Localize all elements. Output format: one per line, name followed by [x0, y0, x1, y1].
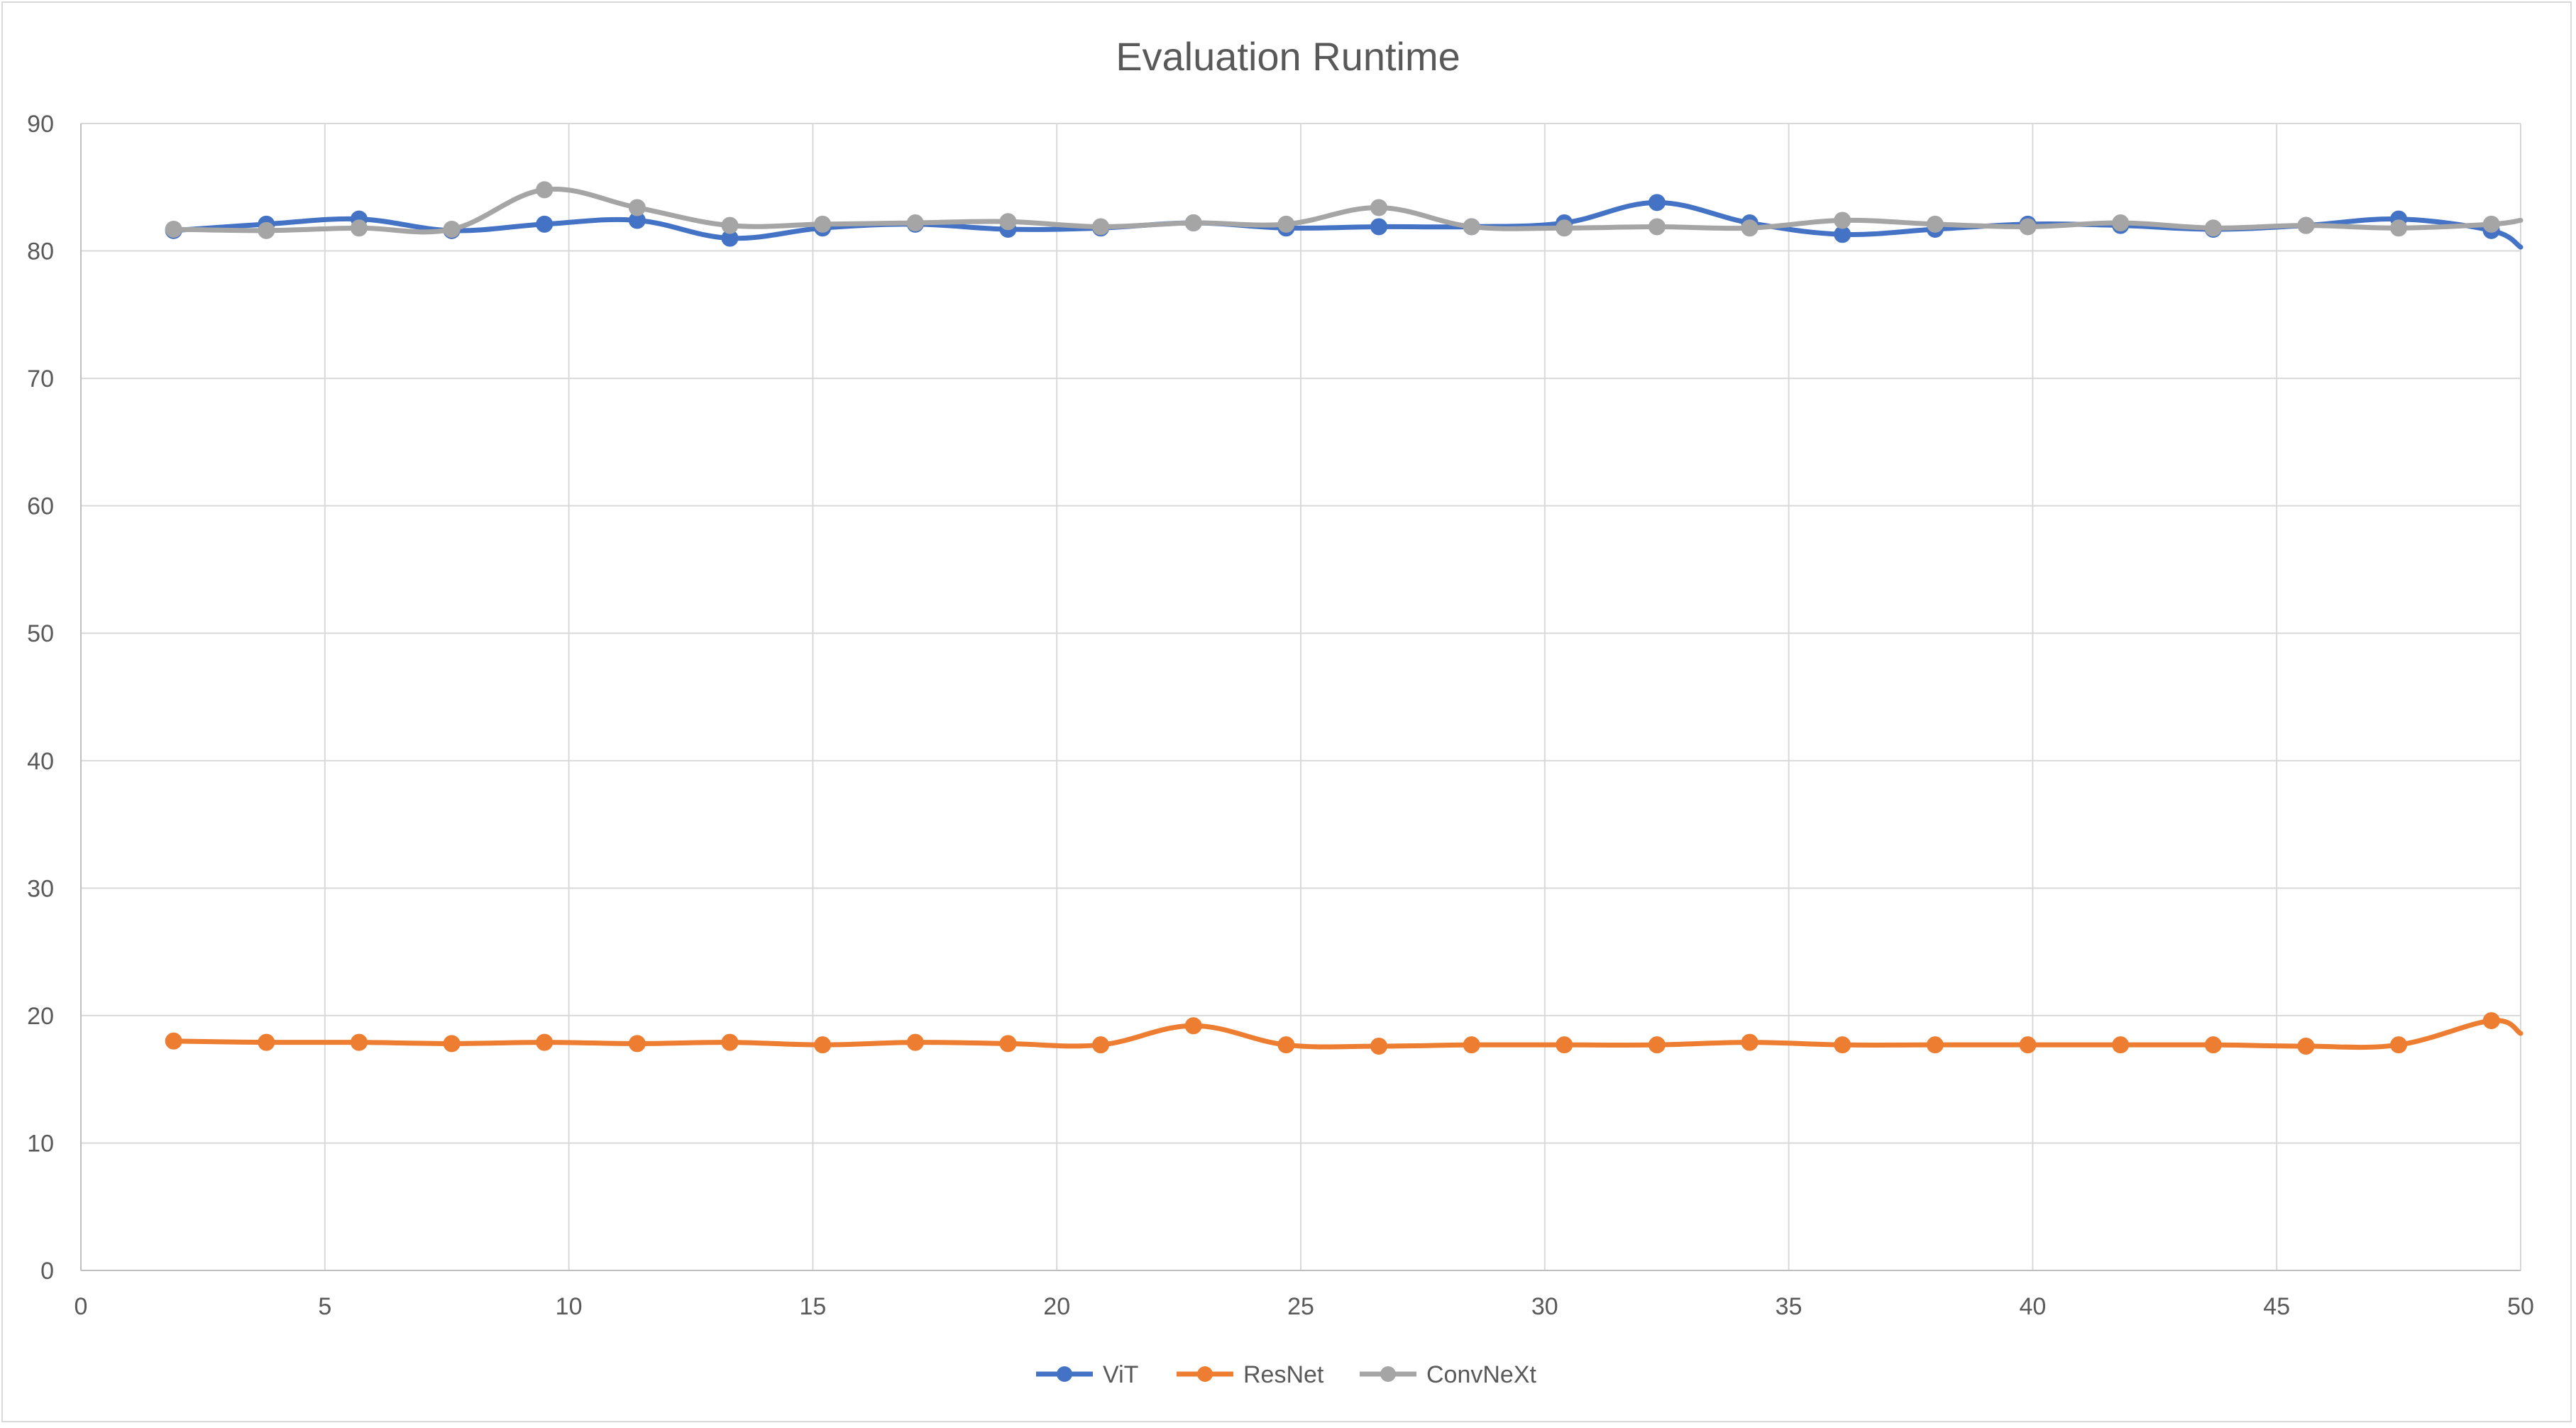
- y-tick-label: 70: [27, 366, 54, 392]
- data-point-resnet: [443, 1035, 461, 1053]
- data-point-convnext: [628, 199, 646, 216]
- y-tick-label: 40: [27, 748, 54, 775]
- data-point-convnext: [1834, 212, 1851, 229]
- data-point-resnet: [2112, 1036, 2130, 1054]
- legend-marker-vit: [1057, 1366, 1072, 1382]
- legend-marker-resnet: [1197, 1366, 1213, 1382]
- legend: ViT ResNet ConvNeXt: [1036, 1361, 1537, 1388]
- data-point-resnet: [2204, 1036, 2222, 1054]
- data-point-convnext: [1741, 219, 1758, 237]
- y-tick-label: 0: [40, 1258, 54, 1285]
- grid-lines: [81, 123, 2521, 1270]
- data-point-convnext: [258, 221, 275, 239]
- data-point-resnet: [1092, 1036, 1110, 1054]
- data-point-convnext: [443, 221, 461, 238]
- data-point-resnet: [350, 1033, 368, 1051]
- data-point-resnet: [2482, 1012, 2500, 1030]
- data-point-resnet: [2390, 1036, 2408, 1054]
- y-tick-label: 10: [27, 1130, 54, 1157]
- data-point-convnext: [165, 221, 182, 238]
- x-tick-label: 45: [2263, 1293, 2290, 1320]
- data-point-resnet: [1648, 1036, 1666, 1054]
- series-lines: [165, 181, 2523, 1055]
- data-point-convnext: [536, 181, 554, 199]
- data-point-resnet: [2019, 1036, 2037, 1054]
- data-point-convnext: [2204, 219, 2222, 237]
- legend-label-vit: ViT: [1103, 1361, 1138, 1388]
- data-point-convnext: [1184, 214, 1202, 232]
- data-point-vit: [536, 215, 554, 233]
- legend-item-resnet: ResNet: [1177, 1361, 1324, 1388]
- y-tick-label: 20: [27, 1003, 54, 1030]
- data-point-convnext: [1648, 218, 1666, 236]
- data-point-resnet: [906, 1033, 924, 1051]
- data-point-resnet: [1741, 1033, 1758, 1051]
- x-tick-label: 0: [75, 1293, 88, 1320]
- data-point-convnext: [721, 216, 739, 234]
- data-point-convnext: [1463, 218, 1480, 236]
- legend-item-vit: ViT: [1036, 1361, 1138, 1388]
- data-point-convnext: [1926, 215, 1944, 233]
- chart-title: Evaluation Runtime: [1116, 34, 1460, 79]
- data-point-convnext: [2019, 218, 2037, 236]
- data-point-convnext: [906, 214, 924, 232]
- data-point-convnext: [2482, 215, 2500, 233]
- x-tick-label: 40: [2019, 1293, 2046, 1320]
- series-resnet: [165, 1012, 2523, 1055]
- y-tick-label: 50: [27, 620, 54, 647]
- data-point-resnet: [258, 1033, 275, 1051]
- legend-label-resnet: ResNet: [1243, 1361, 1324, 1388]
- data-point-resnet: [814, 1036, 832, 1054]
- data-point-resnet: [2297, 1037, 2315, 1055]
- data-point-resnet: [999, 1035, 1017, 1053]
- data-point-convnext: [1370, 199, 1388, 216]
- data-point-convnext: [999, 213, 1017, 231]
- data-point-resnet: [1556, 1036, 1573, 1054]
- x-tick-label: 5: [318, 1293, 331, 1320]
- data-point-resnet: [1463, 1036, 1480, 1054]
- data-point-convnext: [1092, 218, 1110, 236]
- data-point-resnet: [1370, 1037, 1388, 1055]
- x-tick-label: 15: [799, 1293, 826, 1320]
- series-vit: [165, 194, 2523, 250]
- y-tick-label: 60: [27, 493, 54, 520]
- data-point-vit: [1834, 226, 1851, 243]
- data-point-vit: [1648, 194, 1666, 212]
- data-point-resnet: [721, 1033, 739, 1051]
- data-point-resnet: [1184, 1017, 1202, 1035]
- axes: 0 10 20 30 40 50 60 70 80 90 0 5 10 15 20 25 30 35 40 45 50: [27, 111, 2534, 1320]
- data-point-resnet: [628, 1035, 646, 1053]
- y-tick-label: 90: [27, 111, 54, 138]
- data-point-convnext: [814, 215, 832, 233]
- data-point-convnext: [350, 219, 368, 237]
- series-line-convnext: [171, 187, 2523, 235]
- data-point-resnet: [1277, 1036, 1295, 1054]
- x-tick-label: 20: [1043, 1293, 1070, 1320]
- x-tick-label: 30: [1531, 1293, 1558, 1320]
- data-point-vit: [1370, 218, 1388, 236]
- data-point-resnet: [165, 1032, 182, 1050]
- legend-item-convnext: ConvNeXt: [1360, 1361, 1537, 1388]
- y-tick-label: 30: [27, 875, 54, 902]
- series-line-resnet: [171, 1018, 2523, 1050]
- series-convnext: [165, 181, 2523, 239]
- y-tick-label: 80: [27, 238, 54, 265]
- data-point-resnet: [1926, 1036, 1944, 1054]
- data-point-resnet: [1834, 1036, 1851, 1054]
- data-point-convnext: [1556, 219, 1573, 237]
- data-point-convnext: [2112, 214, 2130, 232]
- line-chart: Evaluation Runtime 0 10 20 30 40 50 60 70 80 90 0 5…: [27, 34, 2534, 1388]
- x-tick-label: 25: [1287, 1293, 1314, 1320]
- legend-marker-convnext: [1380, 1366, 1396, 1382]
- x-tick-label: 10: [556, 1293, 583, 1320]
- data-point-convnext: [1277, 215, 1295, 233]
- legend-label-convnext: ConvNeXt: [1426, 1361, 1537, 1388]
- x-tick-label: 35: [1776, 1293, 1802, 1320]
- x-tick-label: 50: [2507, 1293, 2534, 1320]
- data-point-resnet: [536, 1033, 554, 1051]
- data-point-convnext: [2297, 216, 2315, 234]
- data-point-convnext: [2390, 219, 2408, 237]
